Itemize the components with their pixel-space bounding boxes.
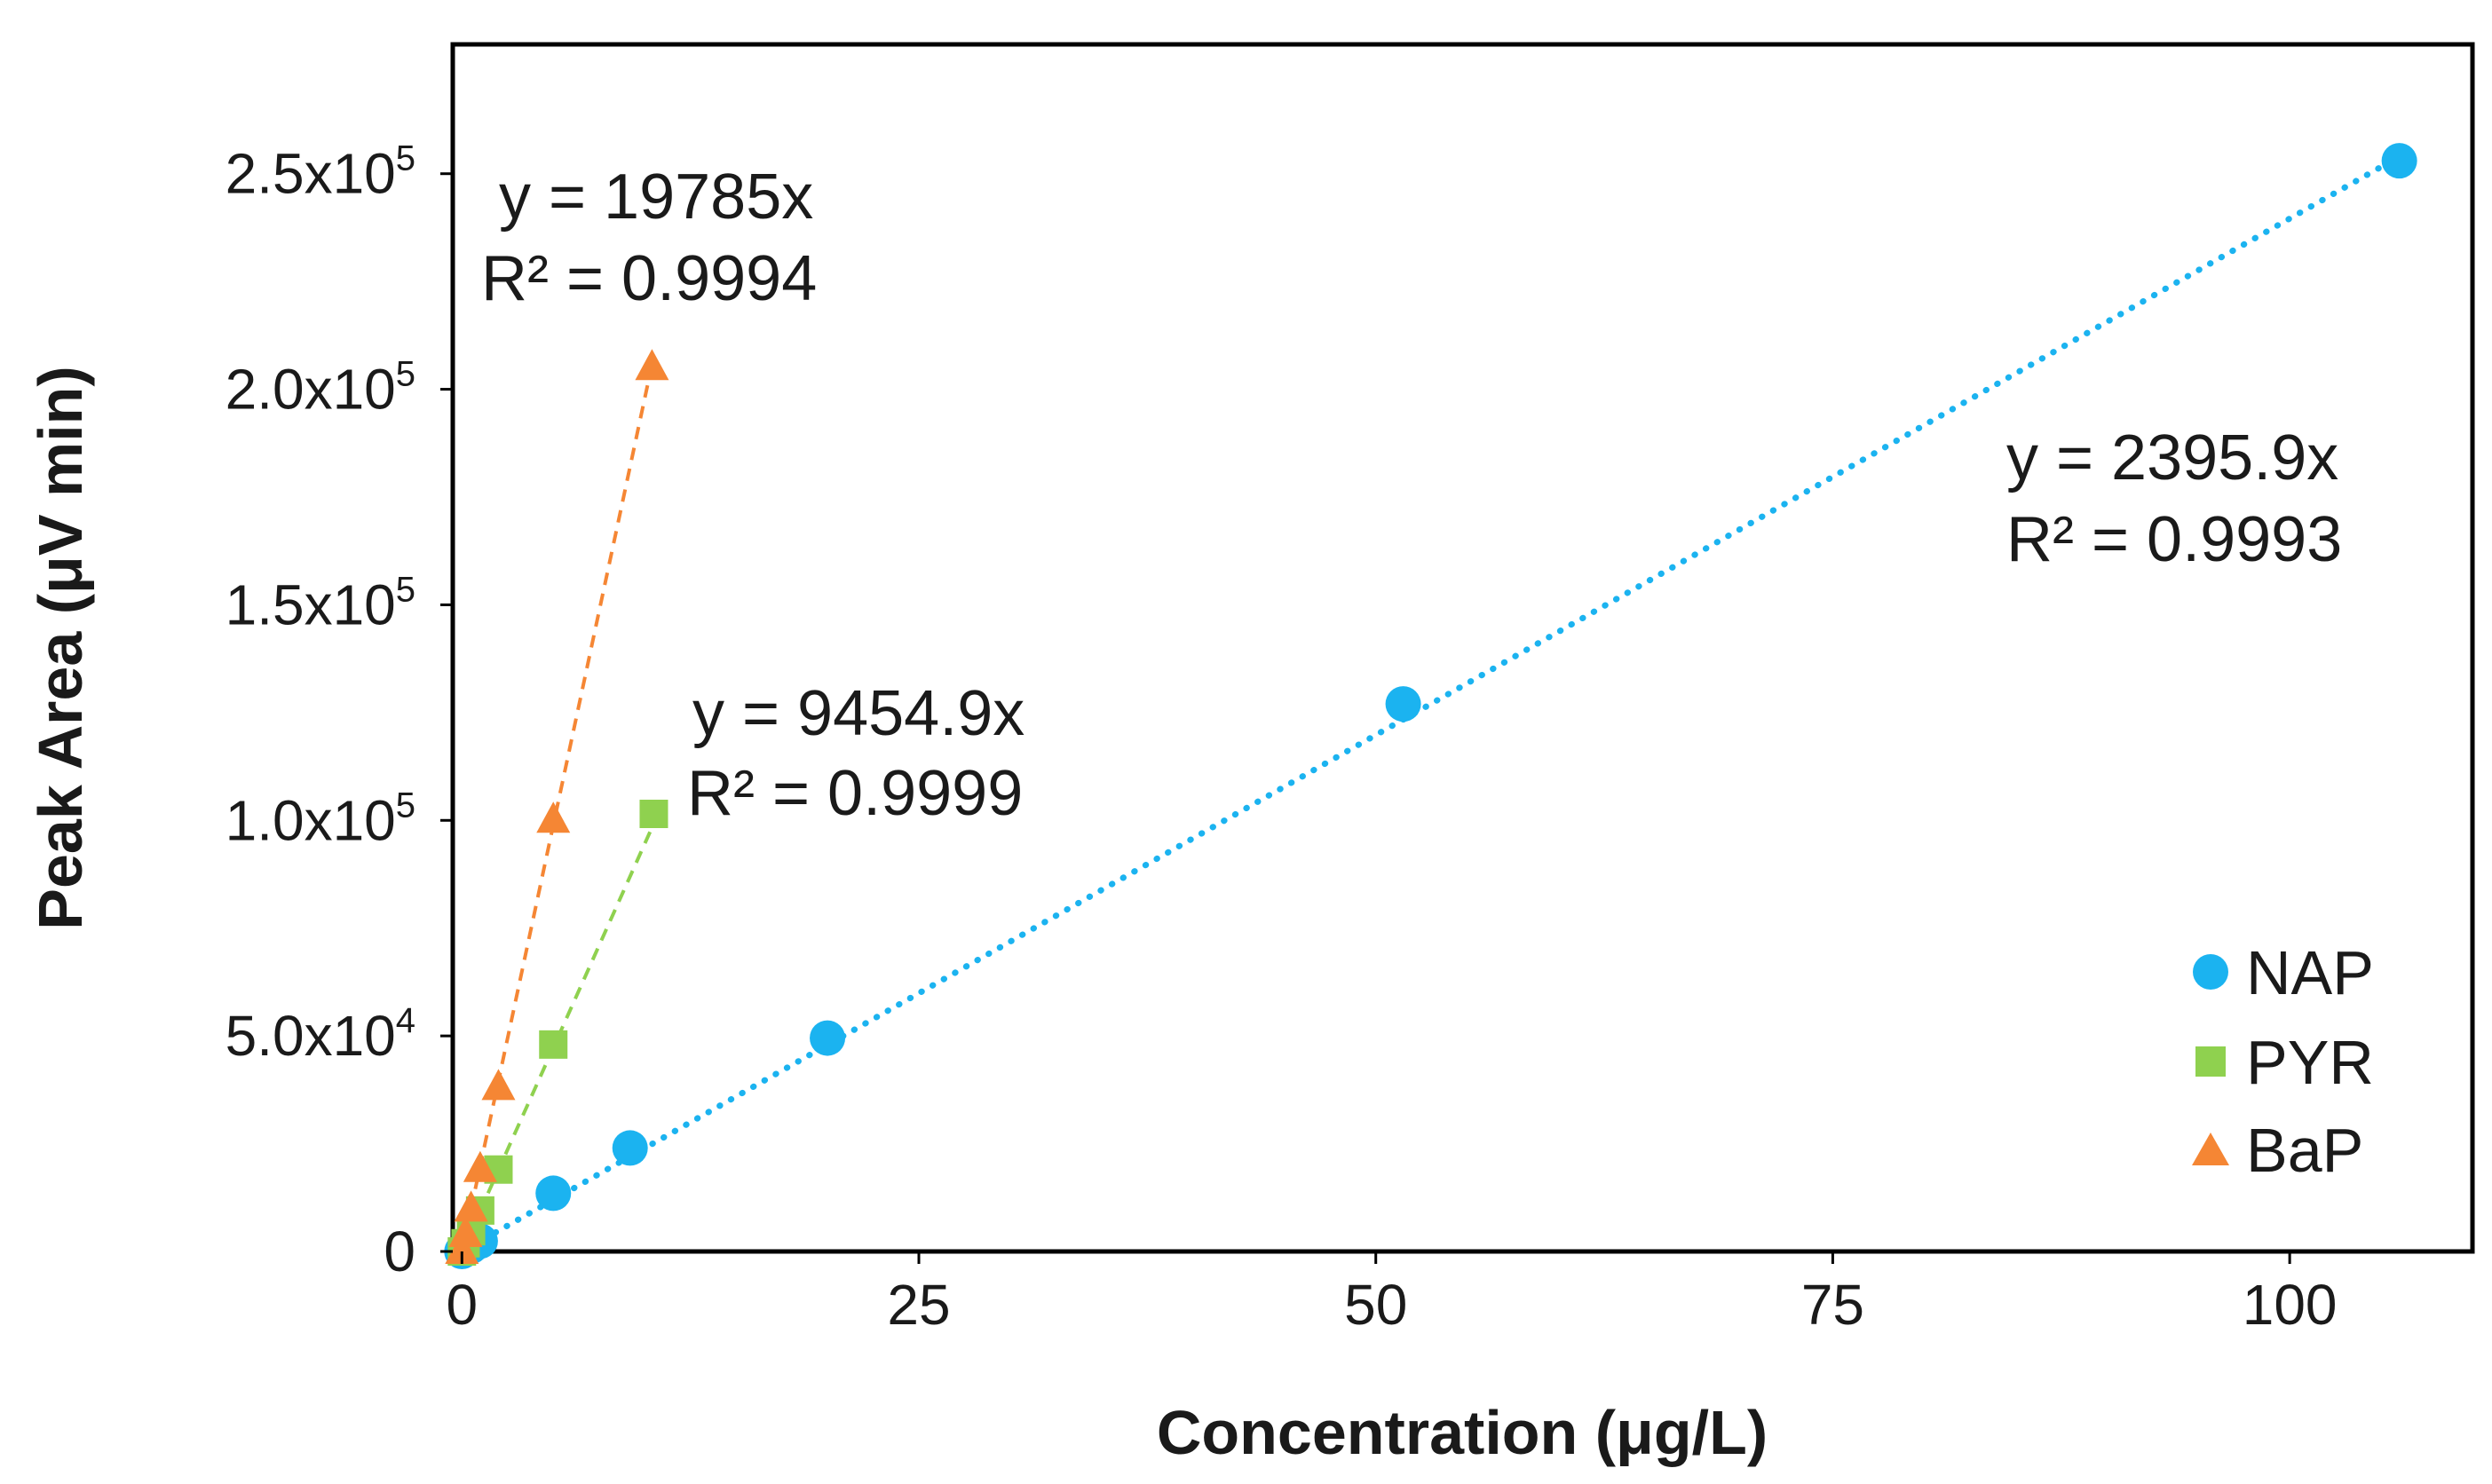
- pyr-r2: R² = 0.9999: [687, 758, 1023, 829]
- point-nap-4: [612, 1130, 648, 1166]
- y-tick-label-0: 0: [384, 1220, 415, 1283]
- point-bap-2: [454, 1190, 488, 1222]
- trendline-bap: [460, 364, 654, 1252]
- x-axis-title: Concentration (μg/L): [1157, 1398, 1768, 1467]
- plot-frame: [450, 42, 2475, 1254]
- x-tick-label-1: 25: [887, 1273, 950, 1337]
- x-tick-label-2: 50: [1344, 1273, 1407, 1337]
- point-bap-3: [463, 1150, 497, 1182]
- annotation-pyr: y = 9454.9x R² = 0.9999: [687, 678, 1024, 829]
- point-bap-1: [448, 1216, 483, 1248]
- data-point-layer: [444, 143, 2417, 1269]
- point-bap-6: [635, 349, 669, 381]
- point-nap-6: [1385, 686, 1421, 722]
- x-tick-label-4: 100: [2243, 1273, 2338, 1337]
- point-bap-4: [481, 1069, 516, 1101]
- nap-r2: R² = 0.9993: [2006, 504, 2342, 575]
- bap-equation: y = 19785x: [499, 162, 813, 233]
- pyr-equation: y = 9454.9x: [692, 678, 1024, 749]
- point-pyr-5: [539, 1030, 568, 1059]
- point-bap-5: [536, 801, 571, 833]
- legend-marker-nap: [2193, 954, 2228, 990]
- point-nap-3: [535, 1175, 572, 1212]
- y-tick-label-1: 5.0x104: [225, 1001, 415, 1068]
- y-tick-label-5: 2.5x105: [225, 139, 415, 206]
- annotation-nap: y = 2395.9x R² = 0.9993: [2006, 422, 2342, 575]
- legend-label-bap: BaP: [2246, 1116, 2363, 1185]
- bap-r2: R² = 0.9994: [481, 243, 817, 314]
- point-nap-7: [2381, 143, 2417, 179]
- legend-label-nap: NAP: [2246, 938, 2374, 1007]
- point-nap-5: [810, 1020, 846, 1056]
- legend-label-pyr: PYR: [2246, 1028, 2374, 1097]
- annotation-bap: y = 19785x R² = 0.9994: [481, 162, 817, 314]
- x-tick-label-0: 0: [446, 1273, 478, 1337]
- y-axis-ticks: 0 5.0x104 1.0x105 1.5x105 2.0x105 2.5x105: [225, 139, 453, 1283]
- point-bap-0: [445, 1233, 479, 1264]
- legend-marker-bap: [2192, 1133, 2229, 1165]
- point-pyr-6: [639, 800, 668, 828]
- y-axis-title: Peak Area (μV min): [26, 366, 95, 929]
- nap-equation: y = 2395.9x: [2006, 422, 2338, 493]
- y-tick-label-2: 1.0x105: [225, 785, 415, 852]
- y-tick-label-3: 1.5x105: [225, 570, 415, 636]
- trendline-nap: [458, 153, 2403, 1255]
- x-axis-ticks: 0 25 50 75 100: [446, 1251, 2338, 1337]
- y-tick-label-4: 2.0x105: [225, 355, 415, 422]
- legend: NAP PYR BaP: [2192, 938, 2374, 1185]
- x-tick-label-3: 75: [1801, 1273, 1864, 1337]
- legend-marker-pyr: [2195, 1046, 2226, 1077]
